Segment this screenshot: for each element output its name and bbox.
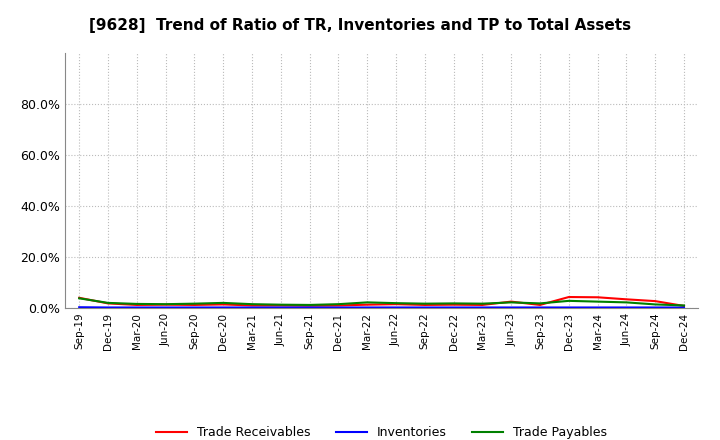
Trade Receivables — [449, 302, 458, 307]
Trade Payables — [593, 299, 602, 304]
Trade Payables — [651, 302, 660, 307]
Trade Receivables — [420, 302, 429, 308]
Trade Receivables — [622, 297, 631, 302]
Trade Payables — [248, 301, 256, 307]
Trade Receivables — [564, 294, 573, 300]
Trade Payables — [190, 301, 199, 306]
Inventories — [392, 305, 400, 310]
Trade Payables — [564, 298, 573, 304]
Trade Payables — [478, 301, 487, 306]
Trade Receivables — [219, 302, 228, 307]
Inventories — [564, 305, 573, 310]
Trade Payables — [420, 301, 429, 306]
Trade Receivables — [276, 303, 285, 308]
Trade Payables — [75, 296, 84, 301]
Inventories — [622, 305, 631, 310]
Inventories — [593, 305, 602, 310]
Trade Receivables — [507, 299, 516, 304]
Trade Payables — [449, 301, 458, 306]
Trade Payables — [680, 303, 688, 308]
Inventories — [161, 305, 170, 310]
Inventories — [536, 305, 544, 310]
Trade Payables — [392, 301, 400, 306]
Trade Receivables — [161, 302, 170, 307]
Trade Receivables — [132, 302, 141, 308]
Inventories — [190, 305, 199, 310]
Legend: Trade Receivables, Inventories, Trade Payables: Trade Receivables, Inventories, Trade Pa… — [151, 422, 612, 440]
Trade Receivables — [305, 303, 314, 308]
Trade Payables — [219, 300, 228, 305]
Trade Receivables — [680, 303, 688, 308]
Trade Payables — [104, 300, 112, 305]
Trade Receivables — [478, 302, 487, 308]
Trade Receivables — [363, 302, 372, 307]
Trade Receivables — [593, 295, 602, 300]
Trade Receivables — [248, 303, 256, 308]
Inventories — [334, 305, 343, 310]
Inventories — [363, 305, 372, 310]
Trade Payables — [334, 301, 343, 307]
Line: Trade Payables: Trade Payables — [79, 298, 684, 305]
Inventories — [276, 305, 285, 310]
Trade Receivables — [392, 301, 400, 307]
Trade Payables — [622, 300, 631, 305]
Inventories — [651, 305, 660, 310]
Trade Receivables — [75, 295, 84, 301]
Trade Receivables — [334, 303, 343, 308]
Inventories — [420, 305, 429, 310]
Inventories — [132, 305, 141, 310]
Trade Payables — [536, 301, 544, 306]
Trade Receivables — [536, 302, 544, 308]
Inventories — [248, 305, 256, 310]
Trade Payables — [276, 302, 285, 307]
Inventories — [478, 305, 487, 310]
Trade Payables — [132, 301, 141, 307]
Inventories — [75, 304, 84, 310]
Inventories — [507, 305, 516, 310]
Trade Receivables — [104, 301, 112, 306]
Trade Payables — [305, 302, 314, 308]
Inventories — [219, 305, 228, 310]
Inventories — [104, 305, 112, 310]
Trade Payables — [507, 300, 516, 305]
Inventories — [305, 305, 314, 310]
Trade Receivables — [651, 298, 660, 304]
Line: Trade Receivables: Trade Receivables — [79, 297, 684, 306]
Trade Payables — [161, 301, 170, 307]
Trade Payables — [363, 300, 372, 305]
Trade Receivables — [190, 302, 199, 308]
Text: [9628]  Trend of Ratio of TR, Inventories and TP to Total Assets: [9628] Trend of Ratio of TR, Inventories… — [89, 18, 631, 33]
Inventories — [449, 305, 458, 310]
Inventories — [680, 305, 688, 310]
